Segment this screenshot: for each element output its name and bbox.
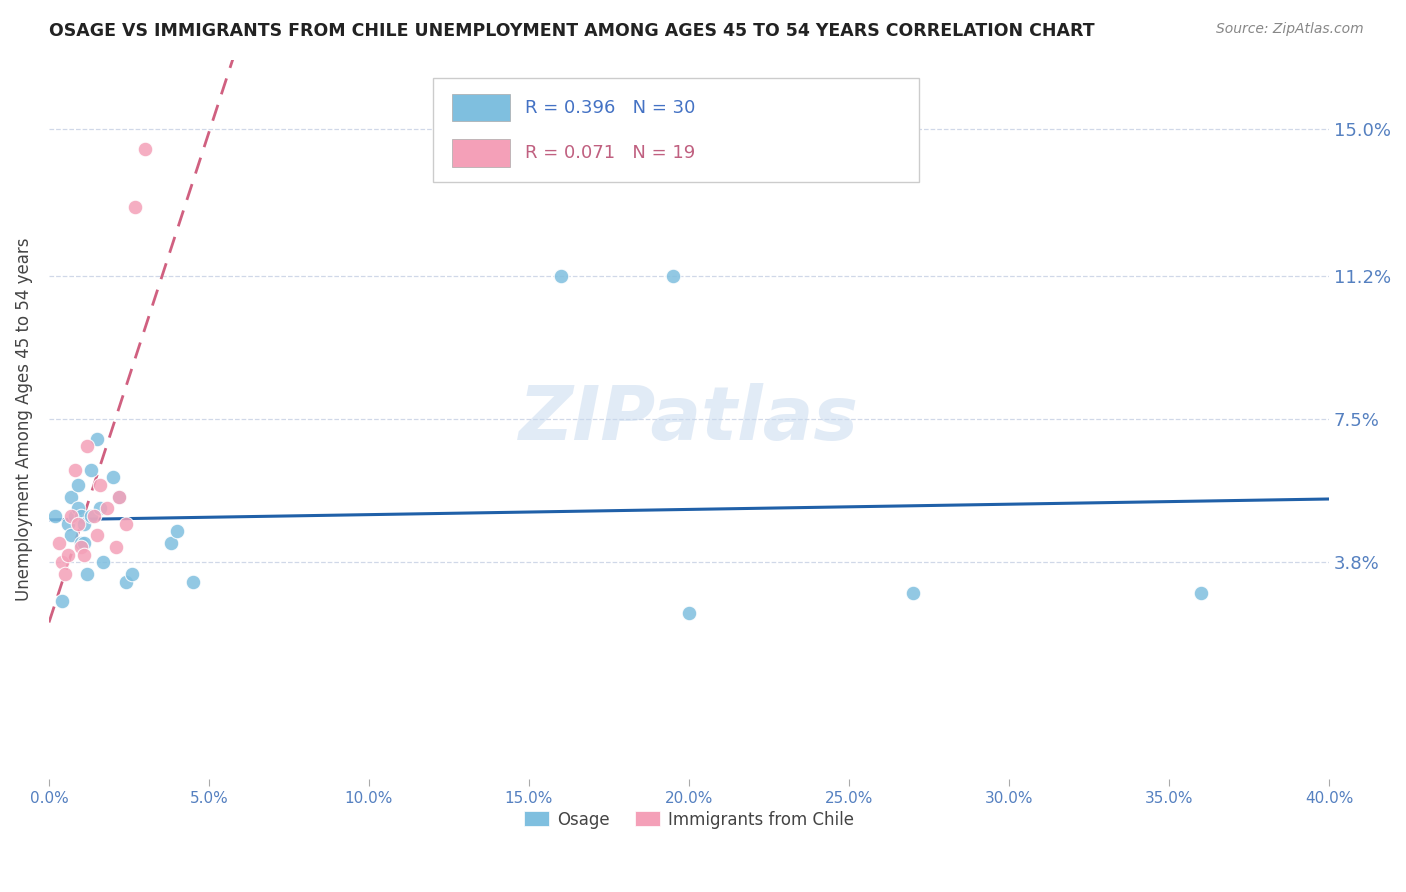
- Point: [114, 574, 136, 589]
- Point: [53, 566, 76, 581]
- Point: [1189, 586, 1212, 600]
- Point: [70, 536, 93, 550]
- Point: [56, 516, 79, 531]
- Y-axis label: Unemployment Among Ages 45 to 54 years: Unemployment Among Ages 45 to 54 years: [15, 237, 32, 601]
- FancyBboxPatch shape: [433, 78, 920, 182]
- Text: R = 0.071   N = 19: R = 0.071 N = 19: [526, 145, 696, 162]
- Point: [114, 516, 136, 531]
- Point: [63, 462, 86, 476]
- Point: [166, 524, 188, 539]
- Point: [66, 516, 89, 531]
- Point: [73, 536, 96, 550]
- Point: [83, 508, 105, 523]
- Point: [70, 540, 93, 554]
- Point: [73, 548, 96, 562]
- Point: [89, 501, 111, 516]
- Point: [901, 586, 924, 600]
- Point: [79, 462, 101, 476]
- Point: [44, 508, 66, 523]
- Point: [86, 432, 108, 446]
- Point: [60, 528, 83, 542]
- Text: OSAGE VS IMMIGRANTS FROM CHILE UNEMPLOYMENT AMONG AGES 45 TO 54 YEARS CORRELATIO: OSAGE VS IMMIGRANTS FROM CHILE UNEMPLOYM…: [49, 22, 1095, 40]
- Point: [181, 574, 204, 589]
- Point: [96, 501, 118, 516]
- Point: [60, 490, 83, 504]
- Point: [70, 508, 93, 523]
- Point: [76, 566, 98, 581]
- Point: [93, 555, 115, 569]
- Point: [134, 142, 156, 156]
- Point: [51, 555, 73, 569]
- Point: [108, 490, 131, 504]
- Text: ZIPatlas: ZIPatlas: [519, 383, 859, 456]
- Point: [60, 508, 83, 523]
- Point: [66, 501, 89, 516]
- Point: [63, 508, 86, 523]
- Point: [79, 508, 101, 523]
- Legend: Osage, Immigrants from Chile: Osage, Immigrants from Chile: [517, 804, 860, 835]
- FancyBboxPatch shape: [453, 139, 510, 167]
- Point: [66, 478, 89, 492]
- Point: [76, 439, 98, 453]
- Point: [550, 269, 572, 284]
- Point: [108, 490, 131, 504]
- Point: [73, 516, 96, 531]
- Point: [101, 470, 124, 484]
- Point: [86, 528, 108, 542]
- Point: [121, 566, 143, 581]
- Text: Source: ZipAtlas.com: Source: ZipAtlas.com: [1216, 22, 1364, 37]
- Point: [56, 548, 79, 562]
- Point: [159, 536, 181, 550]
- Point: [124, 200, 146, 214]
- Text: R = 0.396   N = 30: R = 0.396 N = 30: [526, 99, 696, 117]
- Point: [678, 606, 700, 620]
- Point: [51, 594, 73, 608]
- Point: [89, 478, 111, 492]
- Point: [662, 269, 685, 284]
- FancyBboxPatch shape: [453, 95, 510, 121]
- Point: [105, 540, 128, 554]
- Point: [48, 536, 70, 550]
